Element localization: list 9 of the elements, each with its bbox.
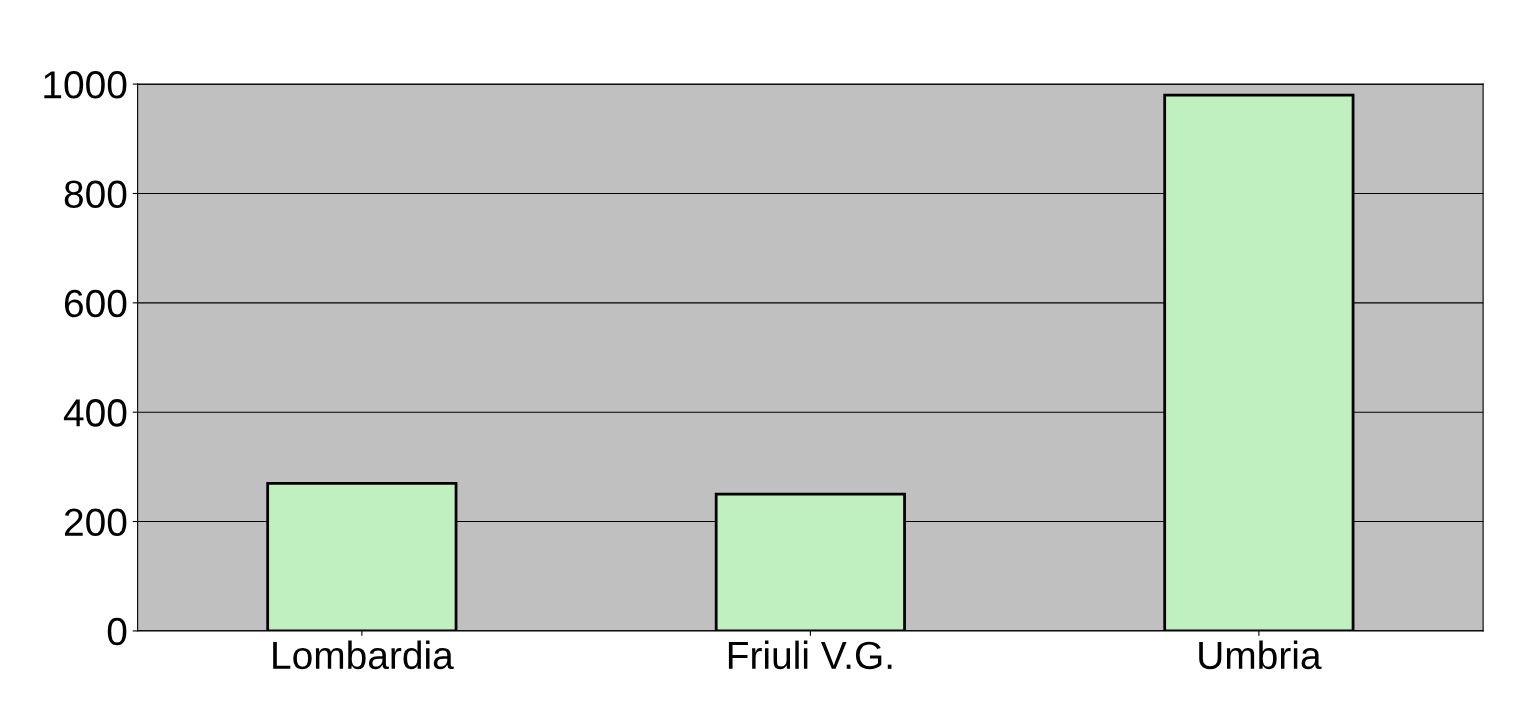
x-tick-label: Friuli V.G. <box>728 640 892 670</box>
y-tick-label: 1000 <box>44 71 127 99</box>
x-tick-label: Umbria <box>1199 640 1322 670</box>
x-tick-label: Lombardia <box>273 640 454 670</box>
y-tick-label: 200 <box>64 508 127 537</box>
y-tick-label: 400 <box>63 399 127 427</box>
y-tick-label: 0 <box>107 617 127 646</box>
y-tick-label: 600 <box>64 289 127 318</box>
y-tick-label: 800 <box>64 180 127 208</box>
